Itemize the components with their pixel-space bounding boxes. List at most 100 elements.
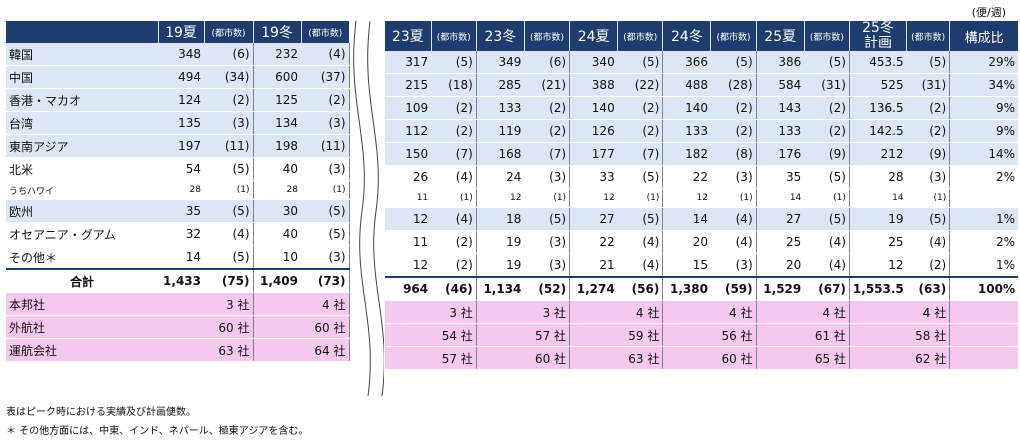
flights-cell: 12 <box>849 253 907 278</box>
city-count-cell: (2) <box>906 96 951 120</box>
flights-cell: 232 <box>253 43 301 66</box>
flights-cell: 14 <box>849 188 907 208</box>
city-count-cell: (73) <box>301 268 350 293</box>
flights-cell: 1,409 <box>253 268 301 293</box>
carrier-count-cell: 64 社 <box>253 338 350 362</box>
flights-cell: 14 <box>756 188 805 208</box>
city-count-cell: (11) <box>301 134 350 158</box>
flights-cell: 453.5 <box>849 51 907 74</box>
city-count-cell: (2) <box>431 96 477 120</box>
carrier-count-cell: 3 社 <box>385 300 477 324</box>
flights-cell: 133 <box>476 96 525 120</box>
city-count-cell: (2) <box>906 253 951 278</box>
table-row: 150 (7) 168 (7) 177 (7) 182 (8) 176 (9) 212 (9) 14% <box>385 142 1018 166</box>
flights-cell: 12 <box>569 188 618 208</box>
flights-cell: 22 <box>662 165 711 189</box>
city-count-cell: (4) <box>906 230 951 254</box>
share-cell: 9% <box>949 119 1018 143</box>
carrier-count-cell: 65 社 <box>756 346 850 370</box>
carrier-label: 外航社 <box>6 315 158 339</box>
city-count-cell: (46) <box>431 276 477 301</box>
city-count-cell: (5) <box>204 199 254 223</box>
table-row: 112 (2) 119 (2) 126 (2) 133 (2) 133 (2) 142.5 (2) 9% <box>385 119 1018 143</box>
flights-cell: 109 <box>385 96 432 120</box>
share-cell-empty <box>949 300 1018 324</box>
region-name: その他＊ <box>6 245 158 270</box>
table-row: 12 (4) 18 (5) 27 (5) 14 (4) 27 (5) 19 (5) 1% <box>385 207 1018 231</box>
carrier-count-cell: 3 社 <box>158 292 254 316</box>
city-count-cell: (18) <box>431 73 477 97</box>
unit-label: (便/週) <box>971 6 1006 19</box>
flights-cell: 488 <box>662 73 711 97</box>
city-count-cell: (4) <box>617 230 664 254</box>
flights-cell: 143 <box>756 96 805 120</box>
region-name: 北米 <box>6 157 158 181</box>
flights-cell: 24 <box>476 165 525 189</box>
city-count-cell: (4) <box>710 230 757 254</box>
table-row: 964 (46) 1,134 (52) 1,274 (56) 1,380 (59) 1,529(… <box>385 276 1018 301</box>
city-count-cell: (4) <box>301 43 350 66</box>
carrier-count-cell: 61 社 <box>756 323 850 347</box>
share-cell-empty <box>949 323 1018 347</box>
city-count-cell: (5) <box>301 222 350 246</box>
city-count-cell: (4) <box>804 253 850 278</box>
city-count-cell: (1) <box>204 180 254 200</box>
city-count-cell: (7) <box>431 142 477 166</box>
header-season: 19冬 <box>252 21 301 43</box>
flights-cell: 12 <box>476 188 525 208</box>
city-count-cell: (31) <box>804 73 850 97</box>
share-cell: 14% <box>949 142 1018 166</box>
footnote: 表はピーク時における実績及び計画便数。 <box>6 407 196 418</box>
city-count-cell: (2) <box>431 230 477 254</box>
city-count-cell: (9) <box>804 142 850 166</box>
table-row: 109 (2) 133 (2) 140 (2) 140 (2) 143 (2) 136.5 (2) 9% <box>385 96 1018 120</box>
carrier-count-cell: 60 社 <box>253 315 350 339</box>
flights-cell: 142.5 <box>849 119 907 143</box>
region-name: 合計 <box>6 268 158 293</box>
flights-cell: 600 <box>253 65 301 89</box>
share-cell: 2% <box>949 165 1018 189</box>
flights-cell: 140 <box>662 96 711 120</box>
header-season: 19夏 <box>157 21 204 43</box>
city-count-cell: (1) <box>524 188 571 208</box>
flights-cell: 12 <box>385 207 432 231</box>
header-region <box>6 21 158 43</box>
city-count-cell: (21) <box>524 73 571 97</box>
flights-cell: 18 <box>476 207 525 231</box>
header-city-count: (都市数) <box>523 21 570 51</box>
city-count-cell: (5) <box>431 51 477 74</box>
city-count-cell: (5) <box>804 51 850 74</box>
city-count-cell: (5) <box>524 207 571 231</box>
carrier-count-cell: 4 社 <box>662 300 757 324</box>
flights-cell: 388 <box>569 73 618 97</box>
city-count-cell: (2) <box>906 119 951 143</box>
city-count-cell: (1) <box>804 188 850 208</box>
header-season: 24冬 <box>662 21 711 51</box>
flights-cell: 25 <box>849 230 907 254</box>
city-count-cell: (5) <box>804 165 850 189</box>
flights-cell: 494 <box>158 65 204 89</box>
flights-cell: 12 <box>385 253 432 278</box>
city-count-cell: (2) <box>204 88 254 112</box>
flights-cell: 1,553.5 <box>849 276 907 301</box>
table-row: うちハワイ 28 (1) 28 (1) <box>6 180 350 200</box>
flights-cell: 25 <box>756 230 805 254</box>
city-count-cell: (2) <box>804 119 850 143</box>
carrier-count-cell: 4 社 <box>253 292 350 316</box>
city-count-cell: (9) <box>906 142 951 166</box>
table-row: 欧州 35 (5) 30 (5) <box>6 199 350 223</box>
carrier-row: 運航会社 63 社 64 社 <box>6 338 350 362</box>
flights-cell: 366 <box>662 51 711 74</box>
city-count-cell: (3) <box>710 165 757 189</box>
carrier-count-cell: 54 社 <box>385 323 477 347</box>
table-row: 北米 54 (5) 40 (3) <box>6 157 350 181</box>
flights-cell: 28 <box>158 180 204 200</box>
table-row: 香港・マカオ 124 (2) 125 (2) <box>6 88 350 112</box>
city-count-cell: (4) <box>204 222 254 246</box>
table-row: 26 (4) 24 (3) 33 (5) 22 (3) 35 (5) 28 (3) 2% <box>385 165 1018 189</box>
city-count-cell: (2) <box>524 96 571 120</box>
flights-cell: 150 <box>385 142 432 166</box>
flights-cell: 124 <box>158 88 204 112</box>
carrier-count-cell: 56 社 <box>662 323 757 347</box>
flights-cell: 27 <box>756 207 805 231</box>
